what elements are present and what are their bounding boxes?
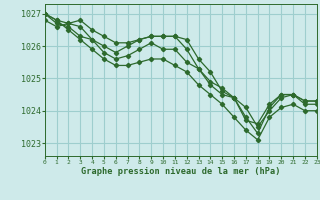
X-axis label: Graphe pression niveau de la mer (hPa): Graphe pression niveau de la mer (hPa)	[81, 167, 281, 176]
